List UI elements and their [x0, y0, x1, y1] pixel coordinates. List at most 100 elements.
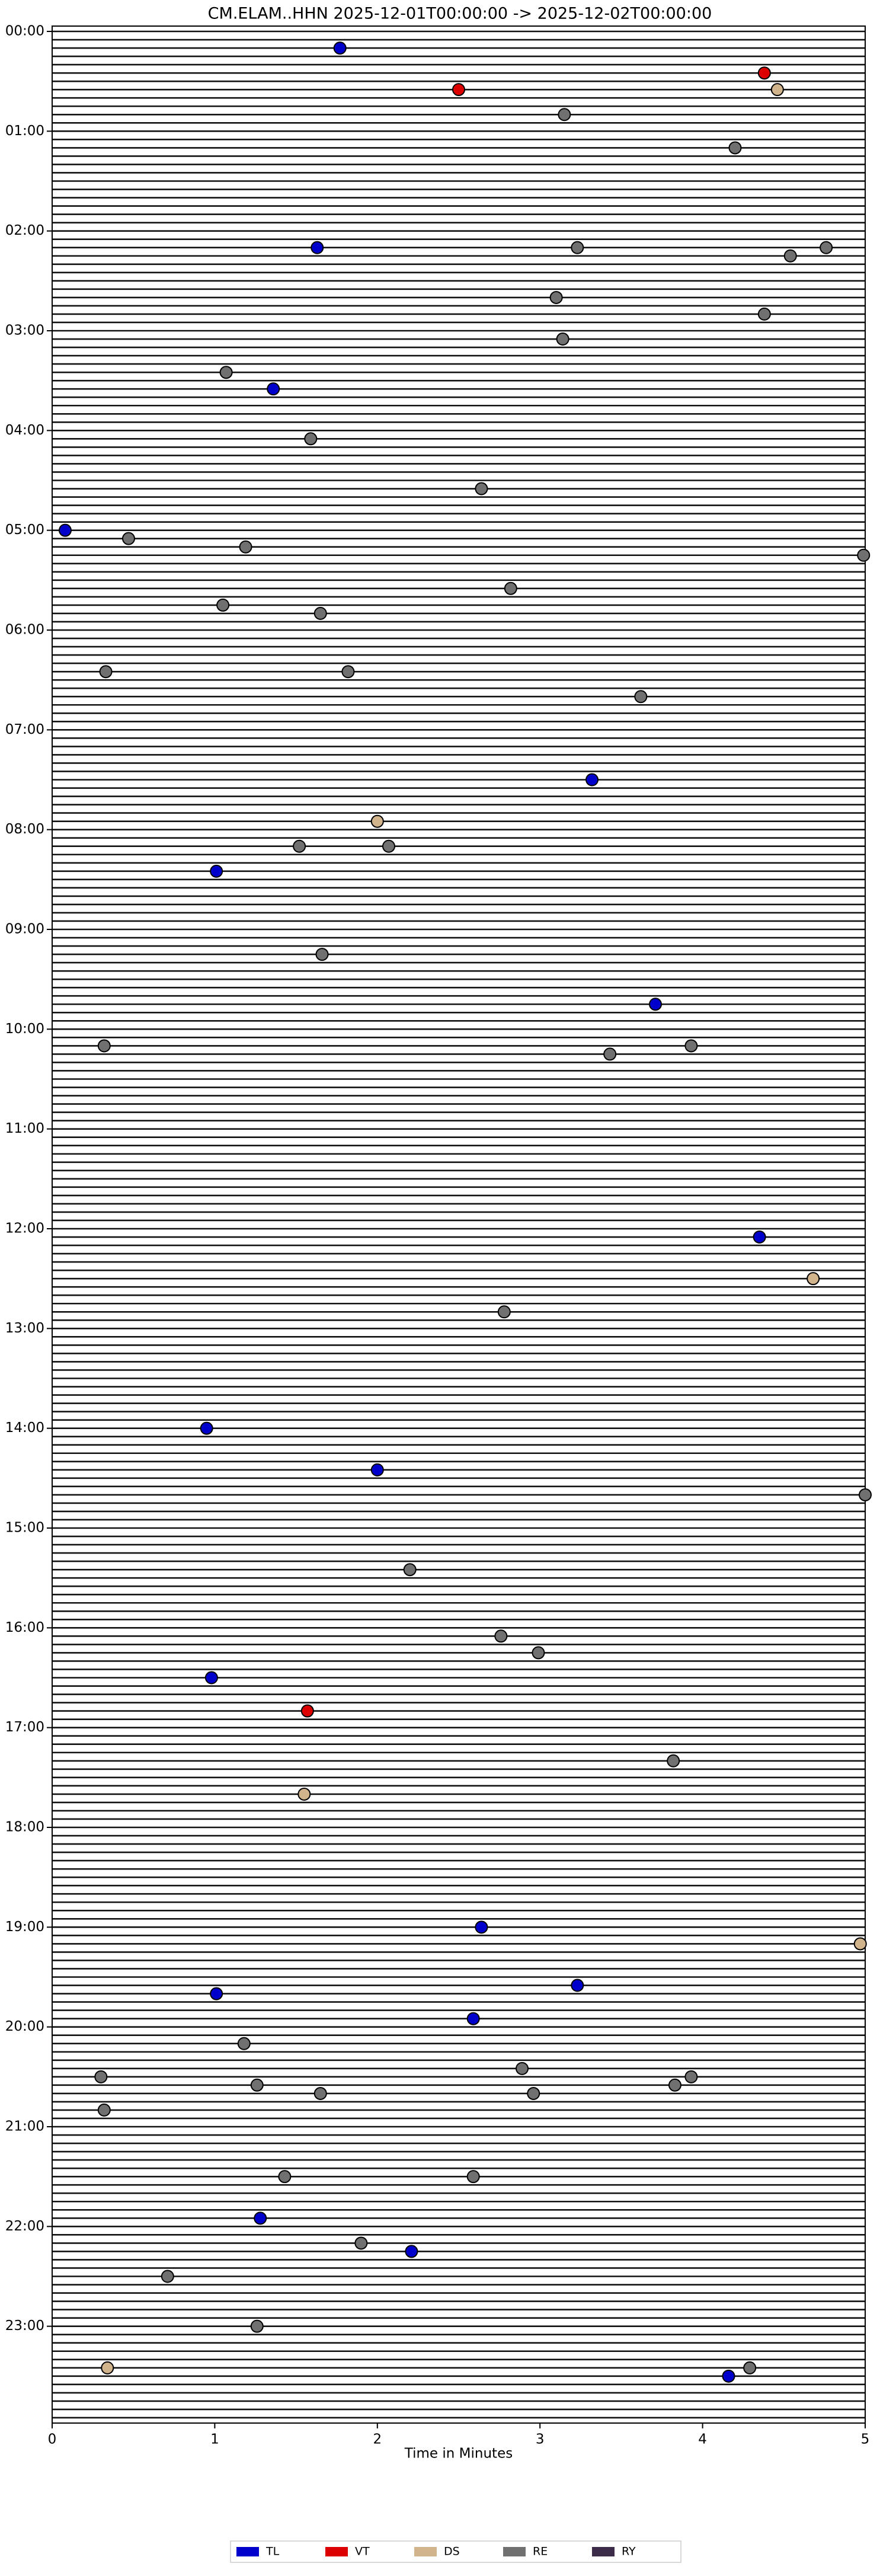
- y-tick-label: 02:00: [5, 223, 44, 238]
- y-tick-label: 01:00: [5, 123, 44, 139]
- y-tick-label: 17:00: [5, 1720, 44, 1735]
- event-marker: [237, 2037, 251, 2050]
- x-tick-label: 1: [210, 2431, 219, 2447]
- y-tick-label: 12:00: [5, 1221, 44, 1236]
- y-tick-label: 04:00: [5, 423, 44, 438]
- y-tick-label: 23:00: [5, 2318, 44, 2334]
- event-marker: [161, 2270, 174, 2283]
- event-marker: [341, 665, 355, 679]
- event-marker: [313, 606, 327, 620]
- event-marker: [527, 2086, 540, 2100]
- y-tick-label: 19:00: [5, 1919, 44, 1935]
- event-marker: [58, 523, 72, 537]
- y-tick-label: 11:00: [5, 1121, 44, 1136]
- legend-swatch: [325, 2547, 348, 2556]
- event-marker: [853, 1937, 867, 1951]
- y-tick-label: 09:00: [5, 922, 44, 937]
- event-marker: [753, 1230, 766, 1244]
- x-tick-label: 5: [861, 2431, 870, 2447]
- event-marker: [304, 432, 318, 446]
- event-marker: [757, 307, 771, 321]
- event-marker: [634, 690, 648, 704]
- event-marker: [857, 548, 871, 562]
- y-tick-label: 08:00: [5, 822, 44, 837]
- y-tick-label: 22:00: [5, 2219, 44, 2234]
- event-marker: [649, 998, 663, 1011]
- event-marker: [300, 1704, 314, 1718]
- event-marker: [603, 1047, 617, 1061]
- event-marker: [859, 1488, 872, 1501]
- event-marker: [297, 1787, 311, 1801]
- traces: [52, 30, 865, 2419]
- event-marker: [494, 1629, 508, 1643]
- event-marker: [382, 839, 396, 853]
- event-marker: [354, 2236, 368, 2250]
- y-tick-label: 10:00: [5, 1021, 44, 1037]
- event-marker: [757, 66, 771, 80]
- plot-frame: [52, 25, 866, 2424]
- event-marker: [210, 1987, 223, 2000]
- event-marker: [558, 108, 571, 122]
- event-marker: [97, 1039, 111, 1053]
- event-marker: [267, 382, 280, 396]
- legend-swatch: [414, 2547, 437, 2556]
- event-marker: [668, 2078, 681, 2092]
- y-tick-label: 13:00: [5, 1321, 44, 1336]
- event-marker: [722, 2369, 735, 2383]
- event-marker: [293, 839, 306, 853]
- event-marker: [728, 141, 742, 155]
- event-marker: [770, 83, 784, 97]
- y-tick-label: 18:00: [5, 1820, 44, 1835]
- legend-swatch: [503, 2547, 526, 2556]
- event-marker: [370, 1463, 384, 1476]
- event-marker: [200, 1421, 213, 1435]
- event-marker: [250, 2319, 264, 2333]
- event-marker: [254, 2211, 267, 2225]
- event-marker: [204, 1671, 218, 1685]
- event-marker: [333, 41, 347, 55]
- event-marker: [210, 864, 223, 878]
- event-marker: [684, 2070, 698, 2083]
- event-marker: [532, 1646, 545, 1660]
- y-tick-label: 06:00: [5, 622, 44, 638]
- event-marker: [585, 773, 599, 787]
- event-marker: [516, 2062, 529, 2075]
- x-axis-label: Time in Minutes: [404, 2446, 513, 2462]
- event-marker: [219, 366, 233, 379]
- event-marker: [216, 598, 230, 612]
- x-tick-label: 4: [698, 2431, 707, 2447]
- y-tick-label: 00:00: [5, 24, 44, 39]
- x-tick-label: 3: [536, 2431, 545, 2447]
- chart-title: CM.ELAM..HHN 2025-12-01T00:00:00 -> 2025…: [208, 5, 712, 23]
- y-tick-label: 16:00: [5, 1620, 44, 1635]
- event-marker: [667, 1754, 680, 1768]
- event-marker: [820, 241, 833, 254]
- legend-swatch: [236, 2547, 259, 2556]
- event-marker: [549, 290, 563, 304]
- y-tick-label: 15:00: [5, 1520, 44, 1536]
- y-tick-label: 03:00: [5, 323, 44, 338]
- event-marker: [504, 581, 517, 595]
- event-marker: [94, 2070, 108, 2083]
- legend-label: DS: [444, 2545, 460, 2558]
- event-marker: [497, 1305, 511, 1319]
- event-marker: [556, 332, 569, 346]
- event-marker: [475, 482, 488, 496]
- x-tick-label: 2: [373, 2431, 382, 2447]
- legend-label: RE: [533, 2545, 548, 2558]
- event-marker: [403, 1563, 417, 1577]
- legend-label: TL: [265, 2545, 280, 2558]
- legend-label: VT: [355, 2545, 370, 2558]
- event-marker: [571, 1979, 584, 1992]
- event-marker: [239, 540, 252, 554]
- event-marker: [370, 814, 384, 828]
- y-tick-label: 20:00: [5, 2019, 44, 2034]
- event-marker: [99, 665, 113, 679]
- event-marker: [452, 83, 465, 97]
- y-tick-label: 07:00: [5, 722, 44, 737]
- x-tick-label: 0: [48, 2431, 57, 2447]
- event-marker: [807, 1272, 820, 1286]
- event-marker: [783, 249, 797, 263]
